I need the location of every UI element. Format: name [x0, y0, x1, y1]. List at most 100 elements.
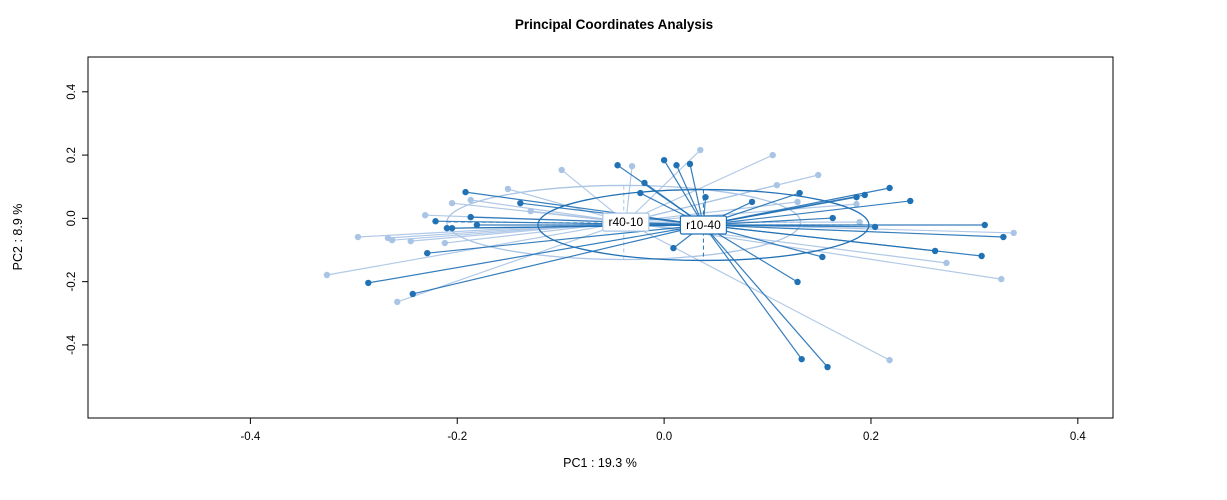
data-point — [931, 247, 939, 255]
spider-line — [470, 216, 704, 226]
data-point — [462, 188, 469, 196]
data-point — [432, 218, 439, 225]
data-point — [670, 244, 677, 252]
data-point — [323, 271, 331, 279]
data-point — [641, 179, 648, 187]
spider-line — [689, 163, 704, 226]
spider-line — [703, 200, 911, 226]
centroid-label-r10-40: r10-40 — [679, 215, 728, 235]
data-point — [886, 184, 893, 192]
data-point — [794, 278, 801, 286]
data-point — [354, 233, 362, 241]
spider-line — [625, 221, 890, 361]
spider-line — [702, 224, 803, 360]
x-tick-label: 0.4 — [1070, 431, 1087, 443]
data-point — [673, 162, 680, 169]
y-tick-label: -0.4 — [66, 334, 78, 354]
data-point — [517, 199, 524, 207]
group-r10-40 — [365, 156, 1007, 371]
data-point — [702, 193, 709, 201]
spider-line — [412, 224, 704, 295]
data-point — [748, 198, 756, 206]
x-tick-label: -0.2 — [447, 431, 467, 443]
data-point — [448, 224, 456, 232]
data-point — [853, 200, 860, 208]
data-point — [527, 207, 534, 215]
data-point — [407, 237, 414, 245]
data-point — [409, 290, 416, 298]
data-point — [998, 275, 1005, 283]
centroid-label-text: r40-10 — [608, 215, 643, 229]
x-tick-label: 0.2 — [863, 431, 879, 443]
data-point — [686, 160, 694, 168]
data-point — [981, 221, 988, 229]
data-point — [637, 189, 644, 197]
data-point — [978, 252, 985, 260]
data-point — [365, 279, 372, 287]
data-point — [907, 197, 914, 205]
x-tick-label: -0.4 — [240, 431, 260, 443]
spider-line — [435, 220, 704, 226]
y-tick-label: 0.0 — [66, 210, 78, 226]
data-point — [424, 249, 431, 257]
plot-box — [87, 56, 1114, 419]
data-point — [829, 214, 836, 222]
y-axis-label: PC2 : 8.9 % — [11, 204, 25, 271]
data-point — [769, 151, 776, 159]
spider-line — [444, 221, 626, 244]
data-point — [388, 236, 396, 244]
data-point — [798, 355, 805, 363]
data-point — [441, 239, 449, 247]
data-point — [853, 193, 860, 201]
data-point — [467, 213, 474, 221]
axis-ticks: -0.4 -0.2 0.0 0.2 0.4 -0.4 -0.2 0.0 0.2 0.4 — [66, 83, 1086, 443]
data-point — [558, 166, 565, 174]
spider-line — [663, 159, 704, 226]
data-point — [773, 181, 781, 189]
data-point — [473, 221, 481, 229]
data-point — [660, 156, 668, 164]
data-point — [443, 224, 451, 232]
data-point — [421, 211, 429, 219]
centroid-label-box — [679, 215, 728, 235]
data-point — [815, 171, 822, 179]
data-point — [504, 185, 512, 193]
data-point — [628, 162, 636, 170]
spider-line — [427, 224, 704, 254]
spider-line — [470, 199, 626, 223]
data-point — [861, 191, 868, 199]
spider-line — [368, 224, 704, 284]
data-point — [871, 223, 879, 231]
data-point — [467, 196, 474, 204]
data-point — [614, 162, 621, 169]
data-point — [886, 356, 893, 364]
data-point — [824, 363, 831, 371]
y-tick-label: 0.4 — [66, 83, 78, 100]
centroid-label-text: r10-40 — [686, 218, 721, 232]
data-point — [856, 218, 863, 226]
plot-area: r40-10 r10-40 — [323, 146, 1017, 371]
spider-line — [465, 191, 704, 226]
data-point — [796, 189, 803, 197]
group-ellipse — [537, 188, 870, 262]
centroid-label-r40-10: r40-10 — [602, 212, 650, 232]
group-ellipse — [446, 184, 802, 261]
x-axis-label: PC1 : 19.3 % — [563, 456, 637, 470]
data-point — [448, 199, 456, 207]
data-point — [1010, 229, 1017, 237]
data-point — [697, 146, 704, 154]
y-tick-label: -0.2 — [66, 272, 78, 292]
centroid-label-box — [602, 212, 650, 232]
data-point — [394, 298, 401, 306]
data-point — [819, 253, 826, 261]
data-point — [794, 198, 801, 206]
spider-line — [675, 164, 704, 226]
data-point — [1000, 233, 1007, 241]
spider-line — [703, 224, 1004, 238]
x-tick-label: 0.0 — [656, 431, 672, 443]
data-point — [943, 259, 950, 267]
chart-title: Principal Coordinates Analysis — [515, 17, 713, 32]
y-tick-label: 0.2 — [66, 147, 78, 163]
